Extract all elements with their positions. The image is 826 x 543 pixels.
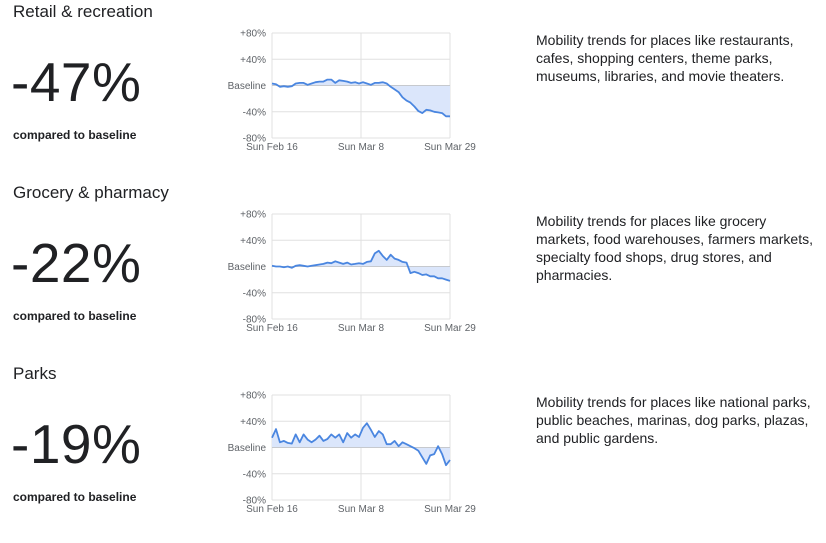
parks-chart: +80% +40% Baseline -40% -80%Sun Feb 16 Sun Ma… bbox=[228, 391, 477, 516]
trend-line bbox=[271, 422, 451, 467]
trend-line bbox=[271, 249, 451, 282]
y-tick-label: -40% bbox=[243, 288, 266, 299]
category-description: Mobility trends for places like restaura… bbox=[536, 32, 794, 84]
x-tick-label: Sun Mar 8 bbox=[338, 142, 385, 153]
percent-change-value: -22% bbox=[11, 232, 142, 294]
category-title: Grocery & pharmacy bbox=[13, 183, 169, 202]
y-tick-label: Baseline bbox=[228, 443, 267, 454]
category-description: Mobility trends for places like national… bbox=[536, 394, 811, 446]
y-tick-label: +40% bbox=[240, 417, 266, 428]
retail-recreation-section: Retail & recreation -47% compared to bas… bbox=[0, 0, 826, 181]
grocery-pharmacy-chart: +80% +40% Baseline -40% -80%Sun Feb 16 Sun Ma… bbox=[228, 210, 477, 335]
compared-to-baseline-label: compared to baseline bbox=[13, 490, 137, 504]
percent-change-value: -19% bbox=[11, 413, 142, 475]
y-tick-label: -40% bbox=[243, 469, 266, 480]
area-fill bbox=[272, 79, 450, 117]
y-tick-label: +80% bbox=[240, 391, 266, 402]
compared-to-baseline-label: compared to baseline bbox=[13, 309, 137, 323]
y-tick-label: +40% bbox=[240, 236, 266, 247]
y-tick-label: +80% bbox=[240, 210, 266, 221]
y-tick-label: -40% bbox=[243, 107, 266, 118]
y-tick-label: +80% bbox=[240, 29, 266, 40]
retail-recreation-chart: +80% +40% Baseline -40% -80%Sun Feb 16 Sun Ma… bbox=[228, 29, 477, 154]
x-tick-label: Sun Feb 16 bbox=[246, 142, 298, 153]
category-description: Mobility trends for places like grocery … bbox=[536, 213, 813, 283]
category-title: Parks bbox=[13, 364, 57, 383]
x-tick-label: Sun Mar 8 bbox=[338, 504, 385, 515]
y-tick-label: +40% bbox=[240, 55, 266, 66]
x-tick-label: Sun Mar 29 bbox=[424, 142, 476, 153]
compared-to-baseline-label: compared to baseline bbox=[13, 128, 137, 142]
parks-section: Parks -19% compared to baseline +80% +40%… bbox=[0, 362, 826, 543]
x-tick-label: Sun Feb 16 bbox=[246, 323, 298, 334]
category-title: Retail & recreation bbox=[13, 2, 153, 21]
trend-line bbox=[271, 78, 450, 118]
x-tick-label: Sun Mar 29 bbox=[424, 504, 476, 515]
y-tick-label: -80% bbox=[243, 496, 266, 507]
y-tick-label: -80% bbox=[243, 315, 266, 326]
y-tick-label: -80% bbox=[243, 134, 266, 145]
x-tick-label: Sun Feb 16 bbox=[246, 504, 298, 515]
y-tick-label: Baseline bbox=[228, 262, 267, 273]
area-fill bbox=[272, 250, 450, 281]
grocery-pharmacy-section: Grocery & pharmacy -22% compared to base… bbox=[0, 181, 826, 362]
x-tick-label: Sun Mar 8 bbox=[338, 323, 385, 334]
area-fill bbox=[272, 423, 450, 466]
percent-change-value: -47% bbox=[11, 51, 142, 113]
y-tick-label: Baseline bbox=[228, 81, 267, 92]
x-tick-label: Sun Mar 29 bbox=[424, 323, 476, 334]
